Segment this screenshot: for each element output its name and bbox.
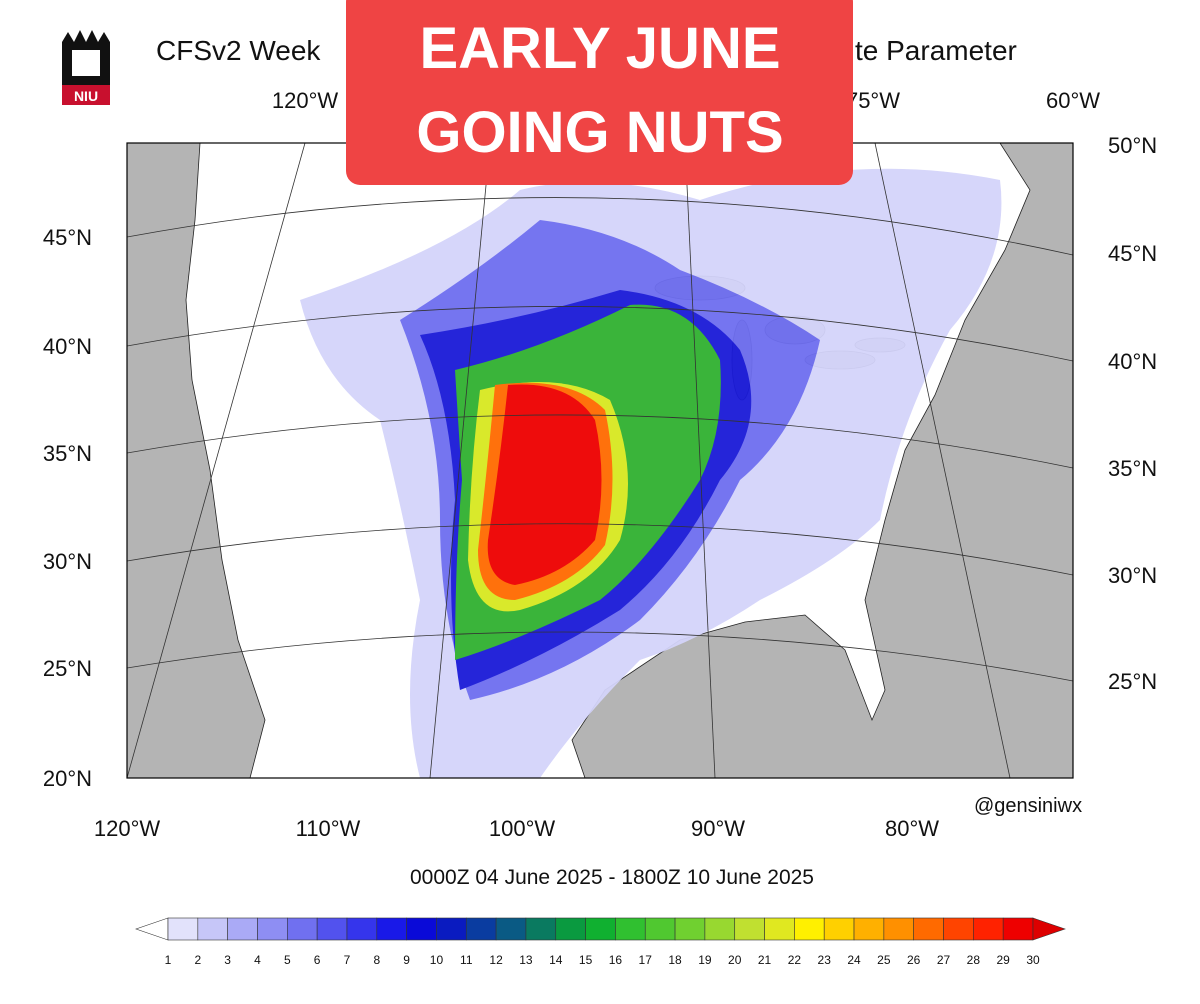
title-left: CFSv2 Week <box>156 35 321 66</box>
colorbar-box <box>376 917 407 941</box>
colorbar-label: 28 <box>967 953 981 967</box>
colorbar-box <box>197 917 228 941</box>
colorbar-label: 2 <box>194 953 201 967</box>
left-label: 30°N <box>43 549 92 574</box>
colorbar-box <box>973 917 1004 941</box>
colorbar-box <box>734 917 765 941</box>
top-label: 120°W <box>272 88 339 113</box>
colorbar-box <box>585 917 616 941</box>
colorbar-label: 26 <box>907 953 921 967</box>
bottom-label: 120°W <box>94 816 161 841</box>
colorbar-label: 21 <box>758 953 772 967</box>
colorbar-label: 11 <box>460 953 473 967</box>
colorbar-label: 3 <box>224 953 231 967</box>
banner-line: GOING NUTS <box>416 100 783 165</box>
colorbar-label: 10 <box>430 953 444 967</box>
map <box>126 142 1074 779</box>
colorbar-label: 29 <box>996 953 1010 967</box>
colorbar-end <box>1032 917 1066 941</box>
axis-labels: 120°W 60°W 120°W 110°W 100°W 90°W 80°W 45°N 40°N… <box>43 88 1157 841</box>
colorbar-box <box>495 917 527 941</box>
colorbar-box <box>406 917 437 941</box>
colorbar-label: 24 <box>847 953 861 967</box>
colorbar-box <box>794 917 825 941</box>
colorbar-label: 6 <box>314 953 321 967</box>
colorbar-box <box>436 917 467 941</box>
banner: EARLY JUNE GOING NUTS <box>346 0 853 185</box>
right-label: 45°N <box>1108 241 1157 266</box>
colorbar-label: 27 <box>937 953 951 967</box>
colorbar-box <box>615 917 646 941</box>
colorbar-label: 20 <box>728 953 742 967</box>
colorbar-label: 19 <box>698 953 712 967</box>
colorbar-label: 16 <box>609 953 623 967</box>
colorbar-label: 14 <box>549 953 563 967</box>
colorbar-box <box>674 917 706 941</box>
bottom-label: 90°W <box>691 816 745 841</box>
colorbar-box <box>644 917 676 941</box>
colorbar-label: 4 <box>254 953 261 967</box>
colorbar-box <box>764 917 795 941</box>
credit: @gensiniwx <box>974 795 1082 817</box>
colorbar-box <box>167 917 199 941</box>
left-label: 35°N <box>43 441 92 466</box>
left-label: 20°N <box>43 766 92 791</box>
colorbar-box <box>704 917 736 941</box>
colorbar-box <box>287 917 318 941</box>
right-label: 50°N <box>1108 133 1157 158</box>
logo-text: NIU <box>74 88 98 104</box>
colorbar-label: 22 <box>788 953 802 967</box>
colorbar-label: 1 <box>165 953 172 967</box>
bottom-label: 110°W <box>296 816 361 841</box>
top-label: 60°W <box>1046 88 1100 113</box>
colorbar-box <box>943 917 974 941</box>
colorbar-label: 23 <box>818 953 832 967</box>
bottom-label: 80°W <box>885 816 939 841</box>
banner-line: EARLY JUNE <box>419 16 780 81</box>
colorbar-label: 12 <box>489 953 503 967</box>
colorbar-label: 15 <box>579 953 593 967</box>
top-label: 75°W <box>846 88 900 113</box>
colorbar-box <box>823 917 855 941</box>
colorbar-box <box>555 917 586 941</box>
colorbar-label: 17 <box>639 953 653 967</box>
logo: NIU <box>62 30 110 105</box>
left-label: 45°N <box>43 225 92 250</box>
right-label: 35°N <box>1108 456 1157 481</box>
colorbar-box <box>227 917 258 941</box>
colorbar-box <box>316 917 348 941</box>
colorbar-label: 9 <box>403 953 410 967</box>
left-label: 40°N <box>43 334 92 359</box>
colorbar-label: 13 <box>519 953 533 967</box>
bottom-label: 100°W <box>489 816 556 841</box>
right-label: 40°N <box>1108 349 1157 374</box>
colorbar-box <box>346 917 378 941</box>
right-label: 30°N <box>1108 563 1157 588</box>
colorbar-box <box>883 917 914 941</box>
colorbar-box <box>1002 917 1034 941</box>
colorbar-end <box>135 917 169 941</box>
colorbar-label: 25 <box>877 953 891 967</box>
colorbar-label: 5 <box>284 953 291 967</box>
colorbar-box <box>257 917 288 941</box>
left-label: 25°N <box>43 656 92 681</box>
graticule <box>126 142 1074 779</box>
colorbar-box <box>913 917 944 941</box>
colorbar-label: 18 <box>668 953 682 967</box>
colorbar-box <box>465 917 497 941</box>
colorbar-box <box>853 917 885 941</box>
colorbar-label: 8 <box>373 953 380 967</box>
title-right: te Parameter <box>855 35 1017 66</box>
right-label: 25°N <box>1108 669 1157 694</box>
colorbar-box <box>525 917 557 941</box>
period: 0000Z 04 June 2025 - 1800Z 10 June 2025 <box>410 866 814 889</box>
colorbar-label: 30 <box>1026 953 1040 967</box>
colorbar: 1 2 3 4 5 6 7 8 9 10 11 12 13 14 15 16 17 18 19 20 21 22 23 24 2… <box>135 917 1066 967</box>
colorbar-label: 7 <box>344 953 351 967</box>
